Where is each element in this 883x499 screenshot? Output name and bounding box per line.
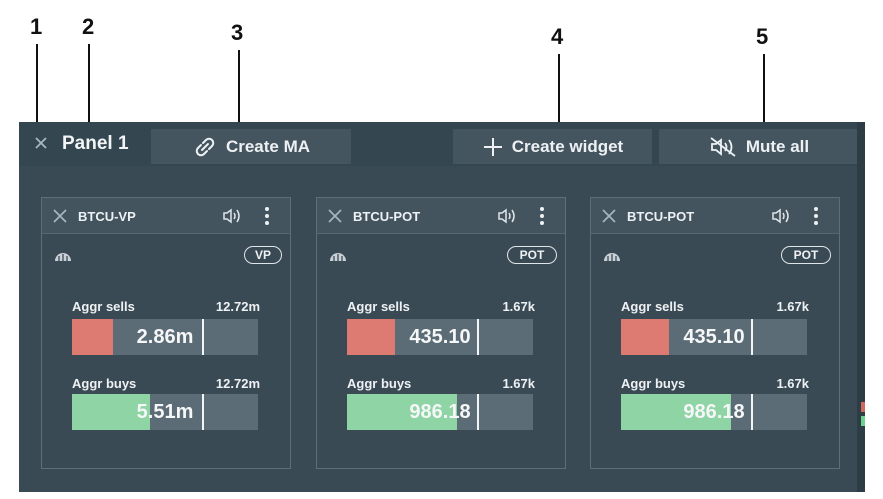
- callout-3-line: [238, 50, 240, 136]
- callout-1-line: [36, 44, 38, 124]
- callout-2-line: [88, 44, 90, 128]
- mute-all-label: Mute all: [745, 136, 810, 156]
- aggr-sells-marker: [751, 319, 754, 355]
- aggr-sells-marker: [202, 319, 205, 355]
- close-icon[interactable]: [601, 208, 617, 224]
- callout-4-line: [558, 54, 560, 134]
- callout-1: 1: [30, 14, 43, 39]
- aggr-sells-value: 435.10: [683, 325, 745, 348]
- close-icon[interactable]: [33, 135, 49, 151]
- widget-card: BTCU-POT POT Aggr sells 1.67k 435.10 Agg…: [590, 197, 840, 469]
- aggr-buys-value: 986.18: [409, 400, 471, 423]
- widget-card: BTCU-POT POT Aggr sells 1.67k 435.10 Agg…: [316, 197, 566, 469]
- aggr-sells-value: 2.86m: [136, 325, 194, 348]
- aggr-buys-fill: [72, 394, 151, 430]
- panel-header: Panel 1 Create MA Create widget Mute all: [19, 122, 865, 166]
- create-ma-button[interactable]: Create MA: [151, 129, 351, 164]
- aggr-buys-label: Aggr buys: [621, 376, 686, 391]
- panel: Panel 1 Create MA Create widget Mute all: [19, 122, 865, 492]
- panel-scroll-edge: [857, 122, 865, 492]
- gauge-icon: [603, 248, 621, 261]
- aggr-buys-fill: [621, 394, 731, 430]
- callout-5: 5: [756, 24, 769, 49]
- edge-marker-sell: [861, 402, 865, 412]
- aggr-buys-max: 1.67k: [502, 376, 535, 391]
- widget-header: BTCU-VP: [42, 198, 290, 234]
- more-menu-icon[interactable]: [264, 206, 270, 226]
- plus-icon: [482, 136, 504, 158]
- widget-header: BTCU-POT: [591, 198, 839, 234]
- mute-all-button[interactable]: Mute all: [659, 129, 858, 164]
- aggr-sells-bar: 435.10: [621, 319, 807, 355]
- aggr-sells-marker: [477, 319, 480, 355]
- aggr-buys-fill: [347, 394, 457, 430]
- aggr-sells-fill: [347, 319, 396, 355]
- aggr-buys-label: Aggr buys: [347, 376, 412, 391]
- widget-type-badge: POT: [507, 246, 557, 264]
- callout-3: 3: [231, 20, 244, 45]
- aggr-sells-fill: [72, 319, 113, 355]
- speaker-icon[interactable]: [771, 207, 791, 225]
- gauge-icon: [329, 248, 347, 261]
- aggr-sells-max: 1.67k: [502, 299, 535, 314]
- aggr-sells-bar: 435.10: [347, 319, 533, 355]
- close-icon[interactable]: [327, 208, 343, 224]
- aggr-buys-max: 12.72m: [215, 376, 260, 391]
- widget-card: BTCU-VP VP Aggr sells 12.72m 2.86m Aggr …: [41, 197, 291, 469]
- aggr-buys-marker: [202, 394, 205, 430]
- widget-type-badge: POT: [781, 246, 831, 264]
- aggr-buys-bar: 986.18: [347, 394, 533, 430]
- widget-type-badge: VP: [244, 246, 282, 264]
- aggr-sells-bar: 2.86m: [72, 319, 258, 355]
- aggr-buys-value: 986.18: [683, 400, 745, 423]
- aggr-buys-value: 5.51m: [136, 400, 194, 423]
- more-menu-icon[interactable]: [813, 206, 819, 226]
- widget-title: BTCU-VP: [78, 209, 136, 224]
- create-widget-button[interactable]: Create widget: [453, 129, 652, 164]
- link-icon: [192, 136, 218, 158]
- panel-title[interactable]: Panel 1: [62, 133, 129, 154]
- aggr-buys-bar: 986.18: [621, 394, 807, 430]
- speaker-icon[interactable]: [222, 207, 242, 225]
- callout-4: 4: [551, 24, 564, 49]
- speaker-icon[interactable]: [497, 207, 517, 225]
- aggr-buys-bar: 5.51m: [72, 394, 258, 430]
- aggr-sells-label: Aggr sells: [72, 299, 135, 314]
- widget-header: BTCU-POT: [317, 198, 565, 234]
- create-ma-label: Create MA: [225, 136, 311, 156]
- aggr-sells-max: 1.67k: [776, 299, 809, 314]
- aggr-buys-max: 1.67k: [776, 376, 809, 391]
- close-icon[interactable]: [52, 208, 68, 224]
- more-menu-icon[interactable]: [539, 206, 545, 226]
- callout-2: 2: [82, 14, 95, 39]
- mute-icon: [708, 135, 738, 159]
- gauge-icon: [54, 248, 72, 261]
- aggr-sells-label: Aggr sells: [347, 299, 410, 314]
- aggr-buys-marker: [477, 394, 480, 430]
- aggr-sells-label: Aggr sells: [621, 299, 684, 314]
- aggr-buys-marker: [751, 394, 754, 430]
- aggr-sells-value: 435.10: [409, 325, 471, 348]
- aggr-buys-label: Aggr buys: [72, 376, 137, 391]
- widget-title: BTCU-POT: [627, 209, 695, 224]
- callout-5-line: [763, 54, 765, 136]
- widget-title: BTCU-POT: [353, 209, 421, 224]
- edge-marker-buy: [861, 416, 865, 426]
- aggr-sells-max: 12.72m: [215, 299, 260, 314]
- aggr-sells-fill: [621, 319, 670, 355]
- create-widget-label: Create widget: [511, 136, 624, 156]
